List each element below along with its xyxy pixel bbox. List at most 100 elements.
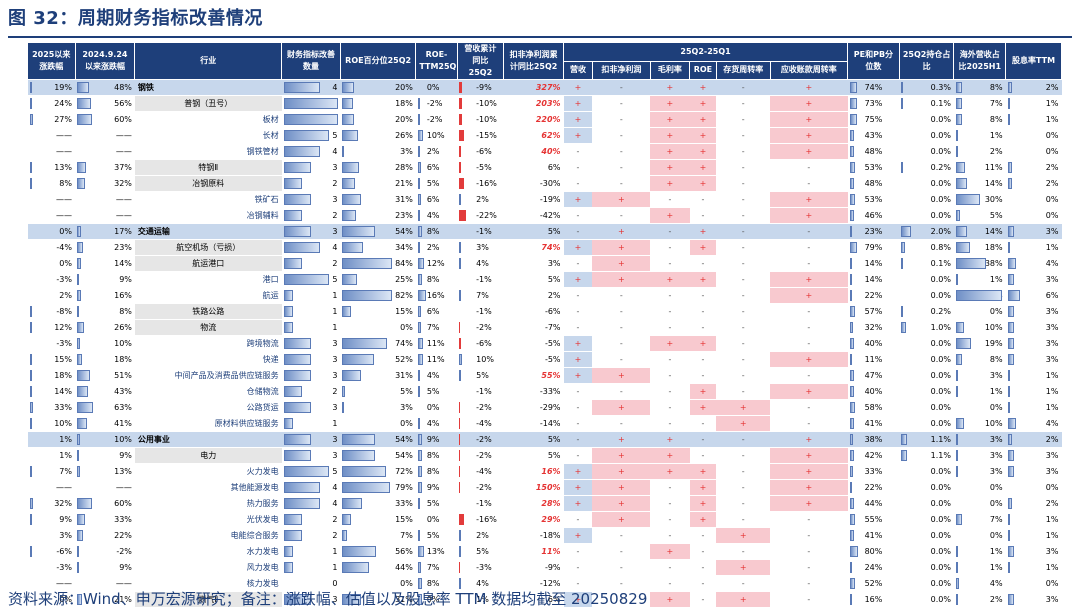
negative-bar	[459, 82, 462, 93]
q-sign: +	[805, 211, 813, 220]
revenue-yoy-cell: -1%	[457, 223, 504, 240]
value-bar	[283, 130, 329, 141]
holding-cell: 1.1%	[899, 447, 954, 464]
q-sign: -	[668, 243, 672, 252]
q-sign-cell: -	[689, 319, 717, 336]
roe-ttm-cell: 16%	[415, 287, 458, 304]
holding-cell-value: 0.0%	[930, 211, 951, 220]
ytd-change-cell: ——	[27, 575, 75, 592]
revenue-yoy-cell: -1%	[457, 383, 504, 400]
revenue-yoy-cell-value: -2%	[476, 323, 492, 332]
roe-percentile-cell-value: 31%	[395, 371, 413, 380]
value-bar	[955, 386, 958, 397]
ytd-change-cell-value: 3%	[59, 531, 72, 540]
holding-cell: 0.0%	[899, 191, 954, 208]
pe-pb-cell: 55%	[847, 511, 900, 528]
q-sign: +	[574, 467, 582, 476]
value-bar	[283, 178, 302, 189]
dividend-cell-value: 1%	[1045, 563, 1059, 572]
value-bar	[29, 498, 34, 509]
revenue-yoy-cell: -4%	[457, 463, 504, 480]
value-bar	[849, 178, 855, 189]
netprofit-yoy-cell: -5%	[503, 351, 564, 368]
value-bar	[417, 178, 421, 189]
q-sign: +	[574, 499, 582, 508]
industry-name-cell: 铁路公路	[134, 303, 282, 320]
value-bar	[955, 514, 962, 525]
since-0924-cell: 21%	[75, 591, 135, 608]
ytd-change-cell: -6%	[27, 543, 75, 560]
q-sign: +	[699, 99, 707, 108]
roe-ttm-cell: 7%	[415, 319, 458, 336]
value-bar	[849, 114, 858, 125]
revenue-yoy-cell-value: -3%	[476, 563, 492, 572]
revenue-yoy-cell-value: 2%	[476, 195, 489, 204]
q-sign-cell: +	[770, 383, 848, 400]
dividend-cell: 3%	[1005, 303, 1062, 320]
q-sign: -	[619, 355, 623, 364]
holding-cell-value: 0.0%	[930, 403, 951, 412]
value-bar	[459, 546, 462, 557]
since-0924-cell-value: ——	[115, 579, 132, 588]
q-sign-cell: +	[689, 143, 717, 160]
table-row: 7% 13% 火力发电 5 72% 8% -4% 16% + + + + - +33% 0.0% 3% 3%	[27, 463, 1062, 480]
improve-count-cell-value: 3	[332, 595, 338, 604]
q-sign: -	[668, 371, 672, 380]
improve-count-cell: 5	[281, 127, 341, 144]
q-sign: -	[741, 451, 745, 460]
q-sign-cell: -	[563, 143, 593, 160]
revenue-yoy-cell: 1%	[457, 591, 504, 608]
revenue-yoy-cell-value: -10%	[476, 115, 497, 124]
netprofit-yoy-cell-value: -33%	[539, 387, 561, 396]
q-sign-cell: -	[563, 287, 593, 304]
revenue-yoy-cell-value: -6%	[476, 339, 492, 348]
q-sign-cell: -	[650, 255, 690, 272]
q-sign-cell: +	[770, 191, 848, 208]
q-sign-cell: -	[716, 79, 771, 96]
dividend-cell-value: 0%	[1045, 131, 1059, 140]
value-bar	[459, 354, 463, 365]
roe-percentile-cell: 31%	[340, 191, 416, 208]
q-sign: -	[807, 595, 811, 604]
value-bar	[417, 114, 420, 125]
q-sign: +	[699, 179, 707, 188]
table-row: 18% 51% 中间产品及消费品供应链服务 3 31% 4% 5% 55% + + - - - -47% 0…	[27, 367, 1062, 384]
q-sign: +	[739, 595, 747, 604]
q-sign: +	[666, 179, 674, 188]
value-bar	[283, 466, 329, 477]
holding-cell-value: 0.0%	[930, 355, 951, 364]
q-sign: -	[576, 547, 580, 556]
dividend-cell-value: 0%	[1045, 579, 1059, 588]
holding-cell-value: 0.0%	[930, 419, 951, 428]
since-0924-cell-value: 60%	[114, 115, 132, 124]
value-bar	[342, 114, 355, 125]
industry-name-cell-value: 航空机场（亏损）	[176, 243, 241, 252]
industry-name-cell-value: 电能综合服务	[230, 531, 279, 540]
dividend-cell: 2%	[1005, 431, 1062, 448]
table-row: —— —— 冶钢辅料 2 23% 4% -22% -42% - - + - - +46% 0.0% 5% 0%	[27, 207, 1062, 224]
roe-percentile-cell: 28%	[340, 159, 416, 176]
improve-count-cell-value: 4	[332, 147, 338, 156]
roe-ttm-cell-value: -2%	[426, 99, 443, 108]
revenue-yoy-cell: -2%	[457, 431, 504, 448]
holding-cell: 0.0%	[899, 527, 954, 544]
dividend-cell-value: 3%	[1045, 467, 1059, 476]
overseas-cell: 7%	[953, 511, 1006, 528]
q-sign: -	[619, 83, 623, 92]
dividend-cell: 3%	[1005, 335, 1062, 352]
holding-cell-value: 0.0%	[930, 275, 951, 284]
q-sign-cell: +	[689, 511, 717, 528]
q-sign: +	[666, 163, 674, 172]
netprofit-yoy-cell-value: 62%	[541, 131, 561, 140]
q-sign-cell: -	[563, 511, 593, 528]
holding-cell: 0.0%	[899, 479, 954, 496]
q-sign-cell: +	[770, 351, 848, 368]
since-0924-cell: 8%	[75, 303, 135, 320]
ytd-change-cell-value: 1%	[59, 435, 72, 444]
roe-ttm-cell: 6%	[415, 191, 458, 208]
table-body: 19% 48% 钢铁 4 20% 0% -9% 327% + - + + - +74% 0.3% 8% 2% 24…	[27, 79, 1062, 608]
q-sign-cell: +	[592, 367, 651, 384]
q-sign-cell: -	[563, 399, 593, 416]
q-sign-cell: -	[563, 159, 593, 176]
improve-count-cell: 1	[281, 543, 341, 560]
